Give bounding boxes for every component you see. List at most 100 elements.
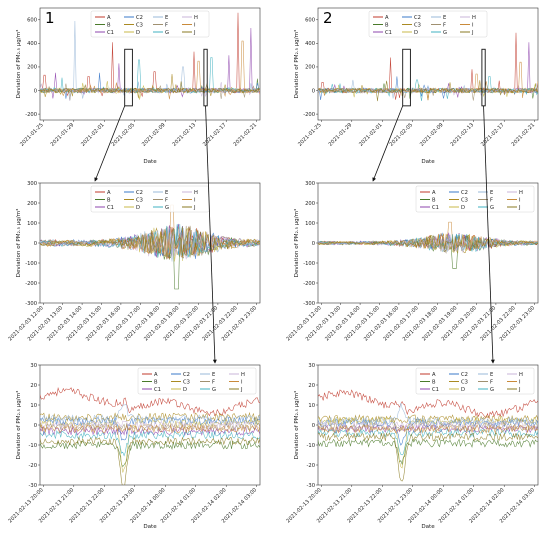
- series-group: [40, 387, 260, 485]
- x-tick-label: 2021-02-21: [511, 122, 537, 148]
- y-tick-label: 30: [30, 363, 37, 369]
- y-axis-label: Deviation of PM₂.₅ μg/m³: [293, 209, 300, 278]
- legend-label-g: G: [490, 387, 494, 393]
- legend-label-d: D: [461, 205, 465, 211]
- legend-label-c2: C2: [136, 15, 143, 21]
- y-axis-label: Deviation of PM₂.₅ μg/m³: [293, 391, 300, 460]
- legend-label-d: D: [183, 387, 187, 393]
- y-tick-label: -200: [303, 281, 315, 287]
- series-line-c3: [40, 411, 260, 423]
- y-tick-label: -200: [303, 112, 315, 118]
- y-tick-label: 300: [305, 181, 315, 187]
- legend-label-f: F: [165, 197, 168, 203]
- y-tick-label: 600: [305, 18, 315, 24]
- y-tick-label: 200: [27, 65, 37, 71]
- legend-label-c1: C1: [107, 205, 114, 211]
- y-tick-label: 300: [27, 181, 37, 187]
- legend-label-c3: C3: [414, 22, 421, 28]
- series-line-j: [40, 226, 260, 260]
- legend-label-b: B: [432, 197, 436, 203]
- series-group: [40, 12, 260, 101]
- x-tick-label: 2021-02-05: [389, 122, 415, 148]
- series-line-j: [40, 436, 260, 485]
- x-tick-label: 2021-02-03 14:00: [46, 305, 83, 342]
- legend-label-b: B: [107, 197, 111, 203]
- x-tick-label: 2021-02-03 17:00: [382, 305, 419, 342]
- legend-label-h: H: [241, 372, 245, 378]
- legend-label-j: J: [193, 205, 196, 211]
- legend-label-i: I: [519, 379, 521, 385]
- legend-label-j: J: [518, 387, 521, 393]
- series-line-f: [40, 422, 260, 432]
- series-line-j: [318, 80, 538, 102]
- y-tick-label: -300: [25, 301, 37, 307]
- x-tick-label: 2021-02-03 18:00: [124, 305, 161, 342]
- x-tick-label: 2021-02-03 19:00: [143, 305, 180, 342]
- legend-label-c3: C3: [461, 379, 468, 385]
- x-tick-label: 2021-02-03 23:00: [221, 305, 258, 342]
- series-line-e: [40, 404, 260, 424]
- legend-label-d: D: [414, 30, 418, 36]
- legend-label-c3: C3: [183, 379, 190, 385]
- y-tick-label: 200: [305, 201, 315, 207]
- legend-label-a: A: [432, 190, 436, 196]
- legend-label-e: E: [443, 15, 446, 21]
- legend-label-c1: C1: [107, 30, 114, 36]
- series-line-h: [40, 226, 260, 260]
- y-tick-label: -200: [25, 281, 37, 287]
- x-tick-label: 2021-02-03 13:00: [27, 305, 64, 342]
- y-tick-label: -30: [29, 483, 37, 489]
- legend-label-c2: C2: [461, 372, 468, 378]
- x-tick-label: 2021-02-14 03:00: [221, 487, 258, 524]
- legend-label-b: B: [107, 22, 111, 28]
- x-tick-label: 2021-01-25: [297, 122, 323, 148]
- y-tick-label: 20: [308, 383, 315, 389]
- y-tick-label: 0: [34, 88, 37, 94]
- legend-label-c3: C3: [136, 22, 143, 28]
- series-line-f: [318, 422, 538, 432]
- legend-label-b: B: [154, 379, 158, 385]
- legend-label-e: E: [490, 372, 493, 378]
- zoom-arrow-mid-2: [372, 105, 404, 182]
- x-tick-label: 2021-02-03 18:00: [402, 305, 439, 342]
- legend-label-a: A: [107, 190, 111, 196]
- legend-label-f: F: [490, 197, 493, 203]
- zoom-box-2: [203, 48, 208, 107]
- series-line-h: [318, 234, 538, 253]
- y-axis-label: Deviation of PM₂.₅ μg/m³: [15, 209, 22, 278]
- x-tick-label: 2021-02-01: [358, 122, 384, 148]
- legend-label-h: H: [194, 15, 198, 21]
- legend-label-j: J: [193, 30, 196, 36]
- x-tick-label: 2021-02-13: [450, 122, 476, 148]
- legend-label-b: B: [432, 379, 436, 385]
- y-tick-label: 0: [34, 241, 37, 247]
- x-tick-label: 2021-01-29: [50, 122, 76, 148]
- zoom-arrow-mid-1: [94, 105, 126, 182]
- x-tick-label: 2021-02-03 16:00: [85, 305, 122, 342]
- x-tick-label: 2021-02-03 17:00: [104, 305, 141, 342]
- zoom-box-1: [402, 48, 411, 107]
- x-axis-label: Date: [143, 159, 157, 165]
- y-axis-label: Deviation of PM₂.₅ μg/m³: [15, 30, 22, 99]
- series-group: [318, 221, 538, 269]
- series-line-b: [318, 438, 538, 466]
- y-tick-label: -30: [307, 483, 315, 489]
- y-tick-label: -10: [29, 443, 37, 449]
- y-tick-label: 600: [27, 18, 37, 24]
- y-tick-label: 0: [312, 423, 315, 429]
- x-tick-label: 2021-01-29: [328, 122, 354, 148]
- x-tick-label: 2021-02-03 23:00: [499, 305, 536, 342]
- y-tick-label: 400: [305, 41, 315, 47]
- x-tick-label: 2021-02-09: [419, 122, 445, 148]
- zoom-arrow-bot-2: [483, 105, 495, 364]
- legend-label-d: D: [136, 205, 140, 211]
- legend-label-c2: C2: [183, 372, 190, 378]
- x-axis-label: Date: [143, 524, 157, 530]
